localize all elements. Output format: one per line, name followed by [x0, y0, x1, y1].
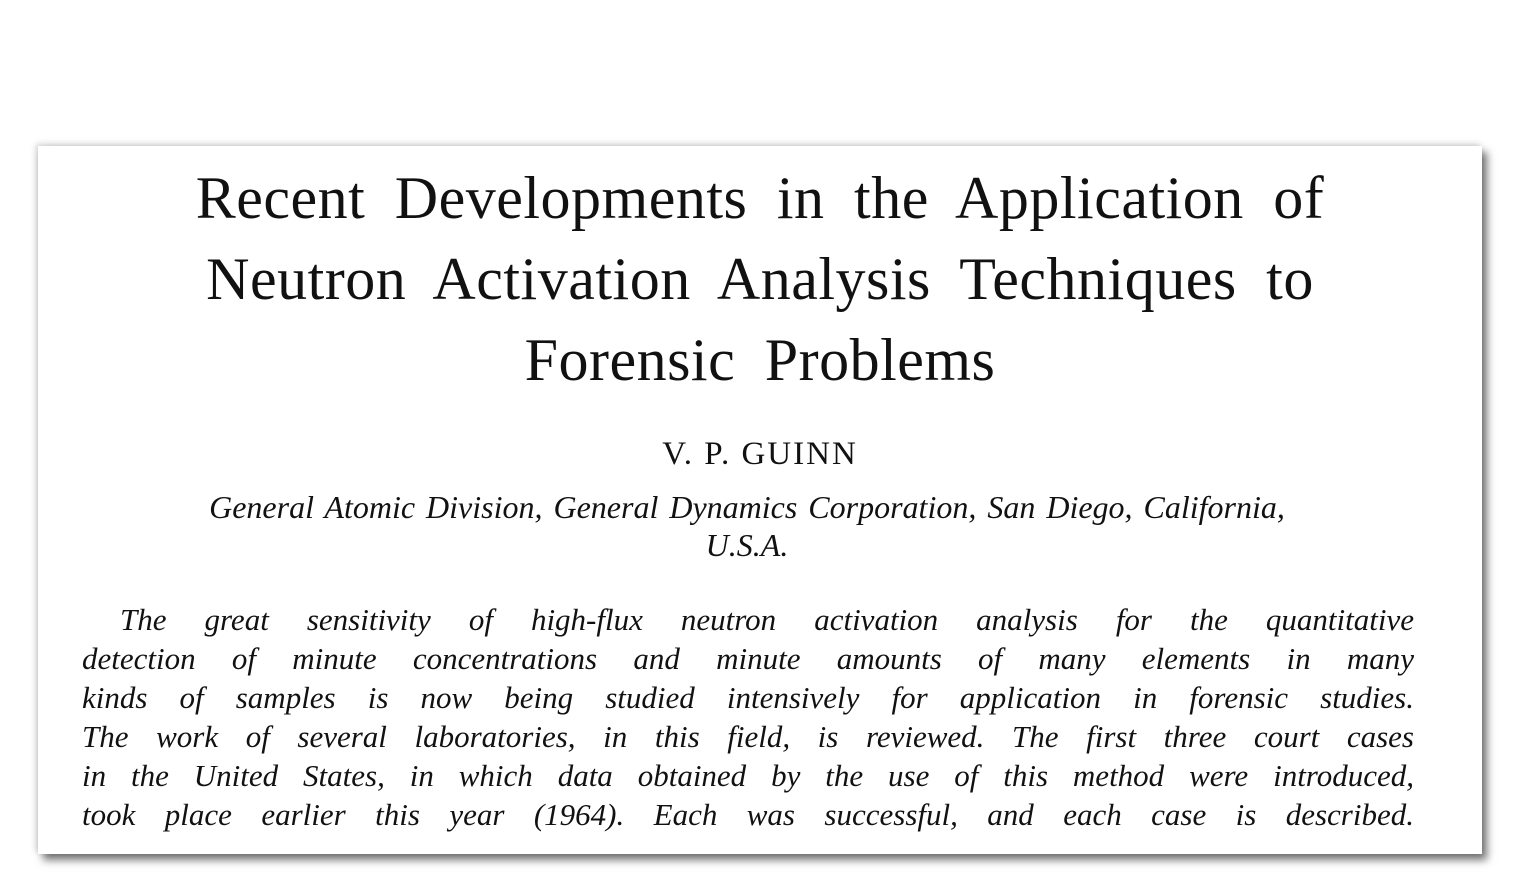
- abstract: The great sensitivity of high-flux neutr…: [82, 600, 1414, 834]
- abstract-line: kinds of samples is now being studied in…: [82, 680, 1414, 715]
- abstract-line: The great sensitivity of high-flux neutr…: [120, 602, 1414, 637]
- affiliation-line: General Atomic Division, General Dynamic…: [209, 489, 1285, 525]
- paper-page: Recent Developments in the Application o…: [38, 146, 1482, 854]
- title-line: Neutron Activation Analysis Techniques t…: [206, 246, 1314, 312]
- abstract-line: detection of minute concentrations and m…: [82, 641, 1414, 676]
- abstract-line: The work of several laboratories, in thi…: [82, 719, 1414, 754]
- author-affiliation: General Atomic Division, General Dynamic…: [82, 488, 1412, 564]
- abstract-line: in the United States, in which data obta…: [82, 758, 1414, 793]
- affiliation-line: U.S.A.: [705, 527, 789, 563]
- paper-title: Recent Developments in the Application o…: [38, 158, 1482, 401]
- author-name: V. P. GUINN: [662, 436, 858, 472]
- abstract-line: took place earlier this year (1964). Eac…: [82, 797, 1414, 832]
- title-line: Forensic Problems: [524, 327, 996, 393]
- title-line: Recent Developments in the Application o…: [195, 165, 1325, 231]
